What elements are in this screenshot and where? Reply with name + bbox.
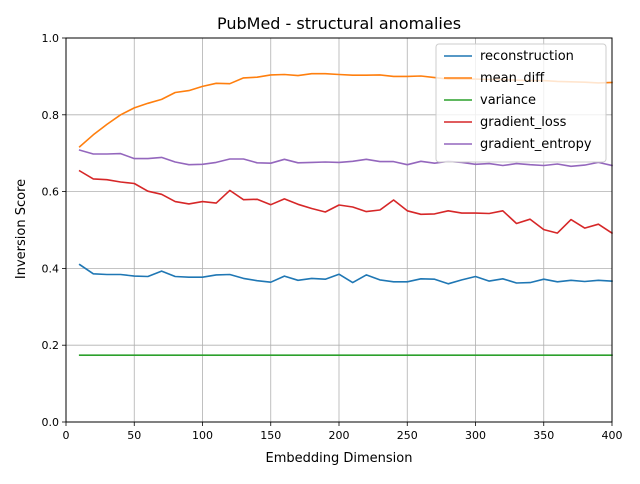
y-tick-label: 1.0: [42, 32, 60, 45]
legend: reconstruction mean_diff variance gradient_…: [435, 43, 607, 163]
series-line-gradient-loss: [78, 169, 614, 235]
x-tick-label: 250: [397, 429, 418, 442]
x-axis-label: Embedding Dimension: [266, 451, 413, 466]
x-tick-label: 200: [329, 429, 350, 442]
y-tick-label: 0.8: [42, 109, 60, 122]
x-tick-label: 150: [260, 429, 281, 442]
x-tick-label: 300: [465, 429, 486, 442]
series-line-gradient-entropy: [78, 149, 613, 168]
y-tick-label: 0.6: [42, 186, 60, 199]
x-tick-label: 100: [192, 429, 213, 442]
legend-label: gradient_loss: [480, 115, 567, 130]
y-tick-label: 0.4: [42, 262, 60, 275]
x-tick-label: 350: [533, 429, 554, 442]
series-lines: [78, 72, 614, 357]
x-tick-label: 400: [602, 429, 623, 442]
chart-title: PubMed - structural anomalies: [217, 14, 461, 33]
legend-label: mean_diff: [480, 71, 545, 86]
legend-label: gradient_entropy: [480, 137, 592, 152]
legend-box: [435, 43, 607, 163]
legend-label: reconstruction: [480, 49, 574, 64]
x-tick-label: 50: [127, 429, 141, 442]
y-axis: 0.0 0.2 0.4 0.6 0.8 1.0: [42, 32, 66, 429]
x-axis: 0 50 100 150 200 250 300 350 400: [63, 422, 623, 442]
x-tick-label: 0: [63, 429, 70, 442]
y-tick-label: 0.2: [42, 339, 60, 352]
y-tick-label: 0.0: [42, 416, 60, 429]
legend-label: variance: [480, 93, 536, 108]
series-line-reconstruction: [78, 263, 613, 285]
y-axis-label: Inversion Score: [14, 179, 29, 279]
